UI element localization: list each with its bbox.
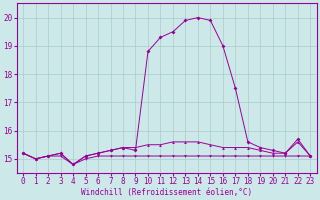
X-axis label: Windchill (Refroidissement éolien,°C): Windchill (Refroidissement éolien,°C) xyxy=(81,188,252,197)
